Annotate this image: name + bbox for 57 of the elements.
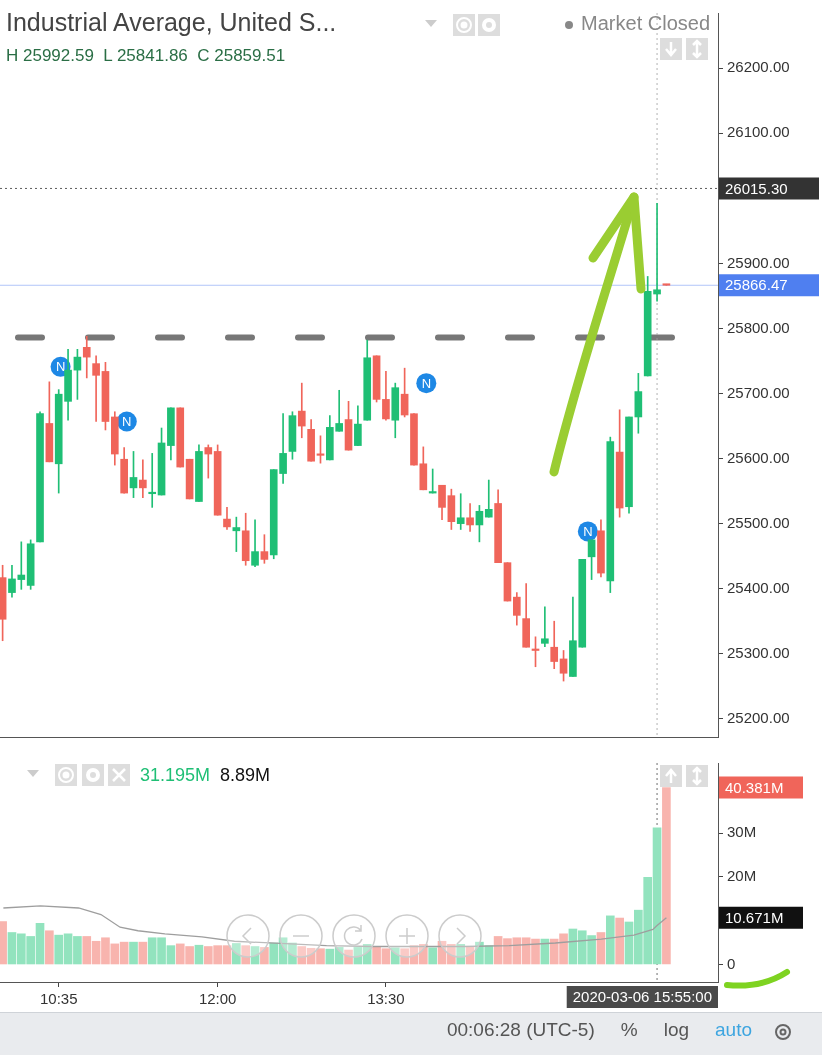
bar [390, 947, 400, 965]
y-tick-label: 25600.00 [727, 448, 790, 466]
bar [260, 947, 269, 965]
y-tick-label: 20M [727, 867, 757, 885]
bar [344, 949, 353, 965]
bar [456, 944, 466, 965]
text: 00:06:28 (UTC-5) [446, 1019, 595, 1041]
candlestick [139, 459, 147, 498]
y-tick-label: 25300.00 [727, 643, 790, 661]
annotation: N [421, 375, 432, 391]
bar [615, 917, 624, 965]
y-tick-label: 25500.00 [727, 513, 790, 531]
ref-line-label: 25866.47 [725, 276, 788, 294]
annotation: 8.89M [220, 765, 271, 786]
text: 2020-03-06 15:55:00 [572, 988, 713, 1006]
text: auto [715, 1019, 752, 1041]
candlestick [541, 606, 549, 647]
y-tick-label: 25700.00 [727, 383, 790, 401]
ref-line-label: 26015.30 [725, 179, 788, 197]
candlestick [456, 493, 465, 530]
y-tick-label: 25900.00 [727, 253, 790, 271]
y-tick-label: 25800.00 [727, 318, 790, 336]
text: % [620, 1019, 638, 1041]
candlestick [82, 335, 91, 379]
text: H 25992.59 L 25841.86 C 25859.51 [6, 46, 286, 66]
candlestick [428, 468, 437, 494]
x-tick-label: 13:30 [367, 990, 405, 1008]
bar [428, 947, 437, 965]
text: 10.671M [725, 908, 784, 926]
text: log [663, 1019, 690, 1041]
y-tick-label: 26100.00 [727, 123, 790, 141]
candlestick [148, 453, 157, 508]
annotation: N [55, 359, 66, 375]
bar [232, 943, 241, 965]
bar [129, 941, 138, 965]
bar [250, 946, 260, 965]
y-tick-label: 30M [727, 823, 757, 841]
chart-title: Industrial Average, United S... [6, 8, 337, 37]
bar [194, 944, 204, 965]
annotation: Market Closed [581, 12, 710, 34]
bar [605, 915, 615, 965]
annotation: N [122, 414, 132, 430]
candlestick [484, 479, 493, 518]
bar [138, 941, 148, 965]
candlestick [92, 355, 100, 422]
y-tick-label: 0 [727, 954, 736, 972]
x-tick-label: 10:35 [39, 990, 78, 1008]
bar [241, 945, 251, 965]
y-tick-label: 26200.00 [727, 58, 790, 76]
annotation: N [583, 524, 593, 540]
y-tick-label: 25200.00 [727, 708, 790, 726]
annotation: 31.195M [140, 765, 211, 786]
x-tick-label: 12:00 [198, 990, 237, 1008]
bar [45, 930, 54, 965]
y-tick-label: 25400.00 [727, 578, 790, 596]
candlestick [204, 444, 213, 479]
text: 40.381M [725, 778, 784, 796]
